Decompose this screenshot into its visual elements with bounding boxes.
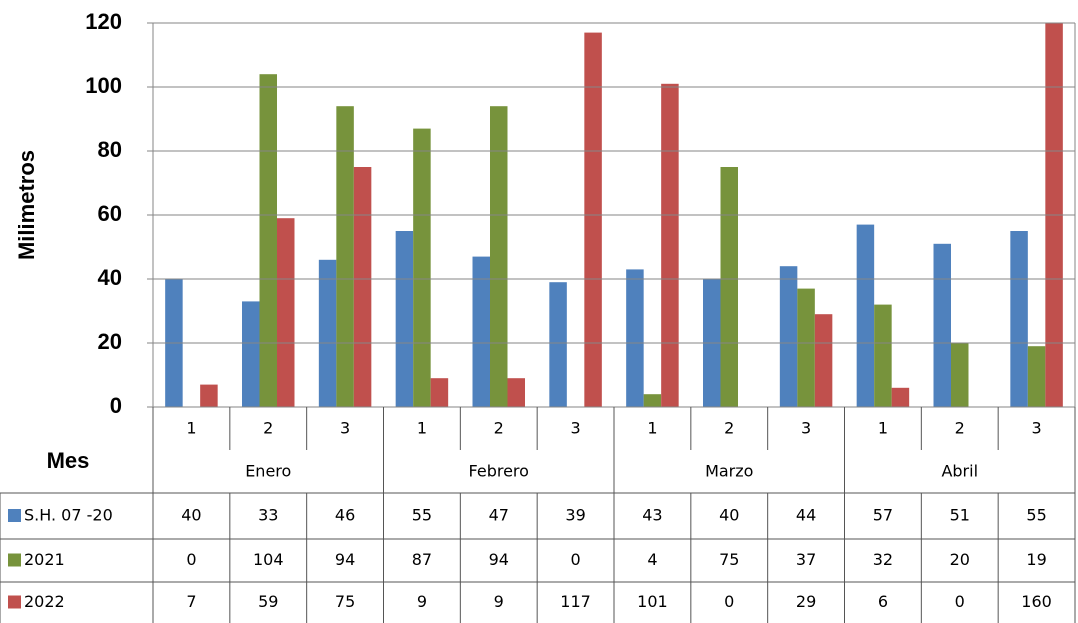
table-value: 47 <box>489 506 509 525</box>
y-tick-label: 120 <box>85 9 122 34</box>
bar <box>395 231 414 407</box>
table-value: 0 <box>570 550 580 569</box>
x-tick-label: 3 <box>801 419 811 438</box>
table-value: 59 <box>258 592 278 611</box>
x-tick-label: 1 <box>647 419 657 438</box>
bar <box>1045 23 1063 407</box>
table-value: 40 <box>719 506 739 525</box>
table-value: 94 <box>489 550 509 569</box>
bar <box>779 266 798 407</box>
table-value: 104 <box>253 550 284 569</box>
legend-label: S.H. 07 -20 <box>24 506 113 525</box>
month-label: Febrero <box>469 462 529 481</box>
x-tick-label: 1 <box>417 419 427 438</box>
month-label: Enero <box>245 462 291 481</box>
x-tick-label: 2 <box>724 419 734 438</box>
table-value: 33 <box>258 506 278 525</box>
legend-label: 2021 <box>24 550 65 569</box>
table-value: 19 <box>1026 550 1046 569</box>
bar <box>1027 346 1046 407</box>
bar <box>242 301 260 407</box>
y-tick-label: 40 <box>98 265 122 290</box>
x-tick-label: 3 <box>340 419 350 438</box>
bar <box>259 74 277 407</box>
legend-key <box>8 553 21 567</box>
x-tick-label: 2 <box>494 419 504 438</box>
table-value: 29 <box>796 592 816 611</box>
bar <box>413 128 431 407</box>
legend-key <box>8 509 21 522</box>
bar <box>584 32 602 407</box>
y-axis-label: Milimetros <box>14 150 39 260</box>
table-value: 94 <box>335 550 355 569</box>
y-tick-label: 60 <box>98 201 122 226</box>
table-value: 57 <box>873 506 893 525</box>
x-tick-label: 1 <box>878 419 888 438</box>
y-tick-label: 0 <box>110 393 122 418</box>
bar <box>430 378 449 407</box>
table-value: 39 <box>565 506 585 525</box>
table-value: 160 <box>1021 592 1052 611</box>
table-value: 87 <box>412 550 432 569</box>
table-value: 43 <box>642 506 662 525</box>
table-value: 37 <box>796 550 816 569</box>
bar <box>661 83 679 407</box>
legend-label: 2022 <box>24 592 65 611</box>
table-value: 0 <box>186 550 196 569</box>
bar <box>507 378 525 407</box>
bar <box>891 387 910 407</box>
bar <box>951 343 969 407</box>
month-label: Abril <box>941 462 978 481</box>
bar <box>856 224 875 407</box>
bar <box>643 394 662 407</box>
x-tick-label: 1 <box>186 419 196 438</box>
x-tick-label: 2 <box>263 419 273 438</box>
table-value: 9 <box>417 592 427 611</box>
table-value: 0 <box>724 592 734 611</box>
table-value: 7 <box>186 592 196 611</box>
y-tick-label: 80 <box>98 137 122 162</box>
table-value: 4 <box>647 550 657 569</box>
bar <box>626 269 644 407</box>
bar <box>277 218 295 407</box>
table-value: 55 <box>1026 506 1046 525</box>
bars <box>165 23 1063 407</box>
table-value: 46 <box>335 506 355 525</box>
bar <box>318 259 337 407</box>
bar <box>874 304 892 407</box>
table-value: 20 <box>950 550 970 569</box>
table-value: 55 <box>412 506 432 525</box>
table-header: Mes <box>47 448 90 473</box>
y-tick-label: 100 <box>85 73 122 98</box>
y-tick-label: 20 <box>98 329 122 354</box>
month-label: Marzo <box>705 462 753 481</box>
bar <box>353 167 372 407</box>
bar <box>200 384 218 407</box>
x-tick-label: 3 <box>570 419 580 438</box>
legend-key <box>8 595 21 609</box>
bar <box>720 167 738 407</box>
bar <box>1010 231 1028 407</box>
x-tick-label: 2 <box>955 419 965 438</box>
bar <box>472 256 490 407</box>
table-value: 32 <box>873 550 893 569</box>
table-value: 117 <box>560 592 591 611</box>
bar <box>490 106 508 407</box>
bar <box>797 288 815 407</box>
table-value: 51 <box>950 506 970 525</box>
bar <box>336 106 354 407</box>
table-value: 6 <box>878 592 888 611</box>
table-value: 40 <box>181 506 201 525</box>
table-value: 75 <box>719 550 739 569</box>
table-value: 0 <box>955 592 965 611</box>
table-value: 9 <box>494 592 504 611</box>
table-value: 75 <box>335 592 355 611</box>
x-tick-label: 3 <box>1031 419 1041 438</box>
table-value: 101 <box>637 592 668 611</box>
bar <box>933 243 951 407</box>
bar <box>549 282 567 407</box>
bar <box>814 314 833 407</box>
table-value: 44 <box>796 506 816 525</box>
